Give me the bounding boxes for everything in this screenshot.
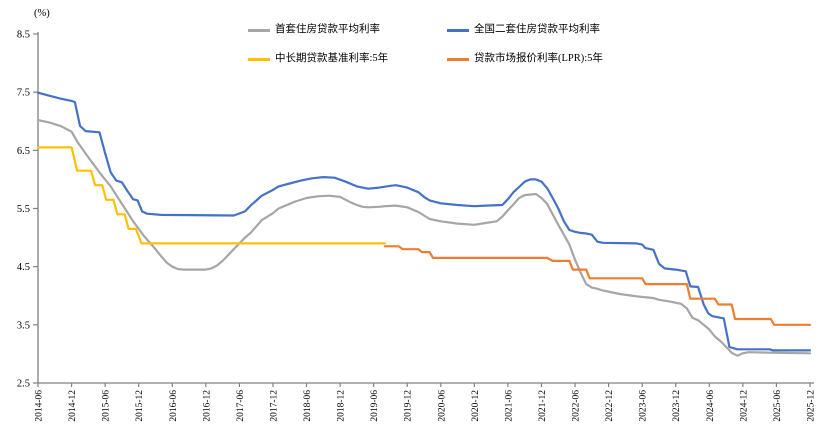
x-tick-label: 2020-06 [437, 390, 447, 422]
legend-label-second-home-rate: 全国二套住房贷款平均利率 [474, 24, 600, 35]
legend-swatch-blue [447, 28, 469, 32]
y-tick-label: 7.5 [17, 88, 30, 99]
x-tick-label: 2021-06 [504, 390, 514, 422]
y-axis-unit-label: (%) [34, 8, 50, 19]
series-line-2 [36, 146, 386, 245]
legend-swatch-orange [447, 57, 469, 61]
series-line-1 [36, 91, 812, 352]
x-tick-label: 2022-12 [605, 390, 615, 422]
legend-swatch-gray [248, 28, 270, 32]
series-line-3 [383, 245, 812, 326]
legend-item-benchmark-rate[interactable]: 中长期贷款基准利率:5年 [248, 53, 388, 65]
legend-label-lpr-rate: 贷款市场报价利率(LPR):5年 [474, 53, 603, 64]
legend-label-benchmark-rate: 中长期贷款基准利率:5年 [275, 53, 389, 64]
legend-item-first-home-rate[interactable]: 首套住房贷款平均利率 [248, 24, 380, 36]
legend-label-first-home-rate: 首套住房贷款平均利率 [275, 24, 380, 35]
y-tick-label: 5.5 [17, 204, 30, 215]
y-tick-label: 2.5 [17, 379, 30, 390]
x-tick-label: 2019-06 [370, 390, 380, 422]
x-tick-label: 2014-12 [68, 390, 78, 422]
series-line-0 [36, 118, 812, 357]
y-tick-label: 6.5 [17, 146, 30, 157]
x-tick-label: 2018-06 [303, 390, 313, 422]
legend-item-second-home-rate[interactable]: 全国二套住房贷款平均利率 [447, 24, 600, 36]
x-tick-label: 2024-06 [706, 390, 716, 422]
y-tick-label: 4.5 [17, 262, 30, 273]
legend-swatch-yellow [248, 57, 270, 61]
x-tick-label: 2019-12 [404, 390, 414, 422]
x-tick-label: 2023-12 [672, 390, 682, 422]
x-tick-label: 2016-12 [202, 390, 212, 422]
x-tick-label: 2017-06 [236, 390, 246, 422]
x-tick-label: 2016-06 [169, 390, 179, 422]
x-tick-label: 2015-06 [102, 390, 112, 422]
legend-item-lpr-rate[interactable]: 贷款市场报价利率(LPR):5年 [447, 53, 603, 65]
y-tick-label: 3.5 [17, 320, 30, 331]
y-tick-label: 8.5 [17, 30, 30, 41]
x-tick-label: 2017-12 [269, 390, 279, 422]
x-tick-label: 2025-12 [807, 390, 817, 422]
x-tick-label: 2014-06 [35, 390, 45, 422]
x-tick-label: 2021-12 [538, 390, 548, 422]
x-tick-label: 2020-12 [471, 390, 481, 422]
x-tick-label: 2015-12 [135, 390, 145, 422]
x-tick-label: 2018-12 [337, 390, 347, 422]
x-tick-label: 2025-06 [773, 390, 783, 422]
x-tick-label: 2023-06 [639, 390, 649, 422]
x-tick-label: 2022-06 [572, 390, 582, 422]
x-tick-label: 2024-12 [739, 390, 749, 422]
